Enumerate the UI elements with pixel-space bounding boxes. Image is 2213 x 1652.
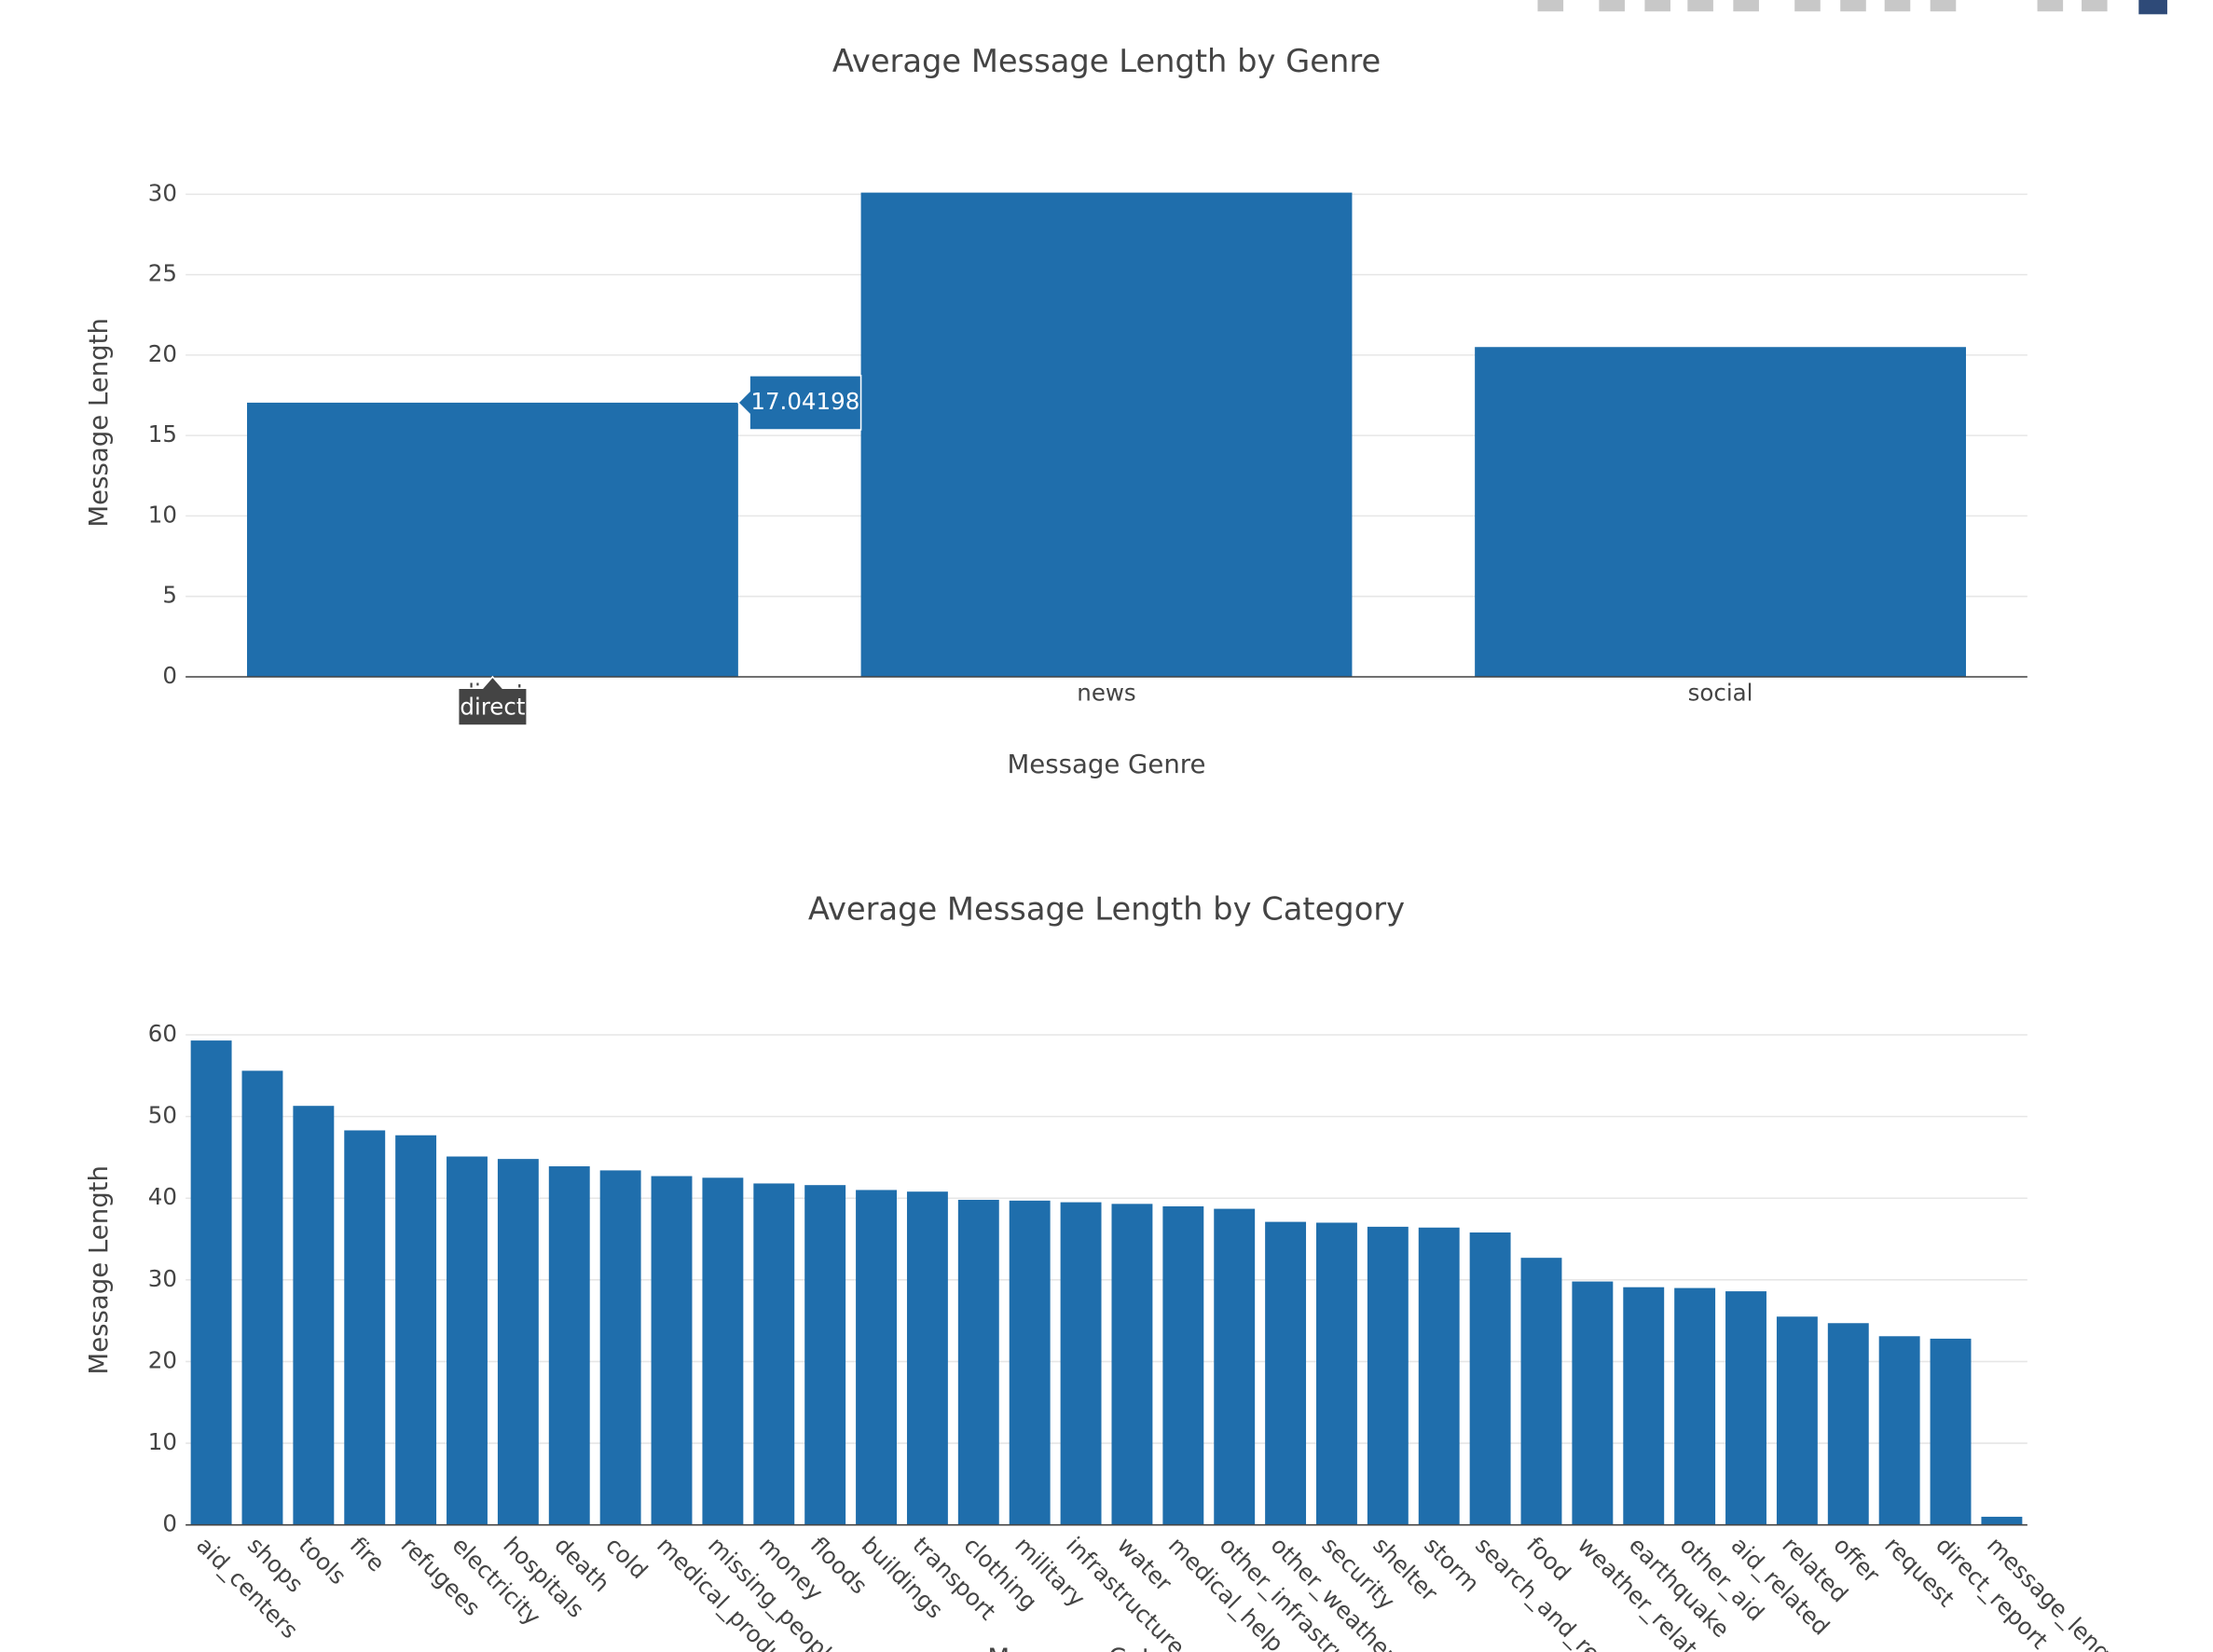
y-tick-label: 20 bbox=[148, 1346, 177, 1373]
hover-category-box bbox=[457, 675, 528, 726]
modebar-button[interactable] bbox=[1884, 0, 1911, 12]
x-tick-label: social bbox=[1688, 679, 1753, 706]
x-tick-label: news bbox=[1077, 679, 1135, 706]
chart-title: Average Message Length by Category bbox=[808, 891, 1405, 928]
modebar-button[interactable] bbox=[2037, 0, 2064, 12]
bar bbox=[702, 1177, 744, 1525]
modebar-button[interactable] bbox=[1599, 0, 1625, 12]
bar bbox=[1520, 1258, 1562, 1525]
y-tick-label: 10 bbox=[148, 501, 177, 528]
y-tick-label: 0 bbox=[162, 662, 177, 689]
bar bbox=[548, 1166, 590, 1525]
modebar-button[interactable] bbox=[2082, 0, 2108, 12]
bar bbox=[395, 1135, 437, 1525]
chart-title: Average Message Length by Genre bbox=[832, 43, 1381, 79]
y-tick-label: 20 bbox=[148, 340, 177, 367]
bar bbox=[497, 1159, 539, 1525]
bar bbox=[1475, 347, 1966, 677]
modebar-button[interactable] bbox=[1794, 0, 1821, 12]
y-tick-label: 30 bbox=[148, 1265, 177, 1292]
hover-value: 17.04198 bbox=[750, 388, 859, 415]
y-axis-title: Message Length bbox=[84, 1165, 114, 1375]
bar bbox=[447, 1156, 488, 1525]
y-tick-label: 60 bbox=[148, 1020, 177, 1047]
hover-value-box bbox=[736, 375, 862, 431]
y-tick-label: 5 bbox=[162, 582, 177, 609]
bar bbox=[190, 1040, 232, 1525]
hover-tooltip: 17.04198 direct bbox=[457, 375, 862, 726]
bar bbox=[1009, 1200, 1051, 1525]
bar bbox=[344, 1130, 386, 1525]
bar bbox=[860, 192, 1353, 677]
y-tick-label: 25 bbox=[148, 260, 177, 287]
bar bbox=[906, 1191, 948, 1525]
bar bbox=[1162, 1205, 1204, 1525]
modebar-logo[interactable] bbox=[2138, 0, 2167, 15]
y-axis-title: Message Length bbox=[84, 318, 114, 528]
bar bbox=[1316, 1222, 1357, 1525]
y-tick-label: 40 bbox=[148, 1183, 177, 1210]
x-axis-title: Message Genre bbox=[1008, 750, 1206, 779]
modebar-button[interactable] bbox=[1930, 0, 1957, 12]
bar bbox=[1469, 1232, 1511, 1525]
bar bbox=[247, 402, 738, 677]
y-tick-label: 15 bbox=[148, 420, 177, 447]
bar bbox=[1776, 1316, 1818, 1525]
bar bbox=[241, 1070, 283, 1525]
bar bbox=[753, 1183, 795, 1525]
bar bbox=[1725, 1291, 1766, 1525]
y-tick-label: 0 bbox=[162, 1510, 177, 1537]
y-tick-label: 30 bbox=[148, 179, 177, 206]
bar bbox=[1674, 1287, 1716, 1525]
hover-category: direct bbox=[460, 694, 525, 721]
modebar-button[interactable] bbox=[1733, 0, 1759, 12]
y-tick-label: 10 bbox=[148, 1428, 177, 1455]
bar bbox=[1930, 1338, 1972, 1525]
modebar bbox=[1537, 0, 2167, 15]
bar bbox=[1367, 1226, 1409, 1525]
bar bbox=[1572, 1281, 1614, 1525]
modebar-button[interactable] bbox=[1537, 0, 1564, 12]
bar bbox=[1981, 1516, 2023, 1525]
bar bbox=[1265, 1221, 1307, 1525]
bar bbox=[856, 1190, 897, 1525]
bar bbox=[1060, 1202, 1102, 1525]
bar bbox=[1111, 1204, 1153, 1525]
bar bbox=[1623, 1287, 1665, 1525]
bar bbox=[651, 1176, 693, 1525]
bar bbox=[599, 1170, 641, 1525]
bar bbox=[957, 1199, 999, 1525]
bar bbox=[293, 1106, 335, 1525]
x-axis-title: Message Category bbox=[987, 1644, 1225, 1652]
bar bbox=[1878, 1336, 1920, 1525]
y-tick-label: 50 bbox=[148, 1102, 177, 1129]
bar bbox=[1827, 1323, 1869, 1525]
modebar-button[interactable] bbox=[1840, 0, 1866, 12]
bar bbox=[1214, 1208, 1256, 1525]
modebar-button[interactable] bbox=[1644, 0, 1670, 12]
bar bbox=[1418, 1227, 1460, 1525]
bar bbox=[804, 1185, 846, 1525]
modebar-button[interactable] bbox=[1687, 0, 1713, 12]
